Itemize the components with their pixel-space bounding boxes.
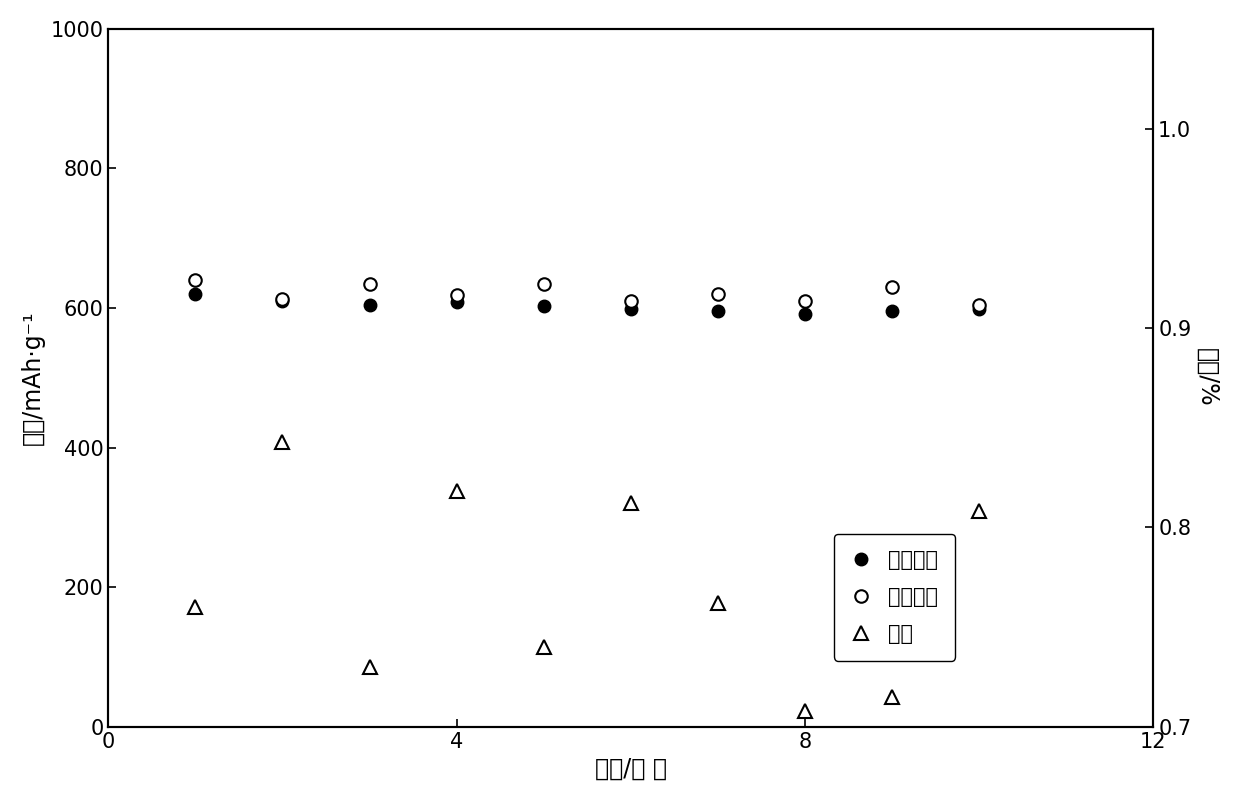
放电容量 [536,301,551,310]
充电容量 [972,300,987,310]
充电容量 [884,282,899,292]
放电容量 [972,305,987,314]
Y-axis label: 效率/%: 效率/% [1195,349,1219,407]
充电容量 [362,279,377,289]
放电容量 [362,300,377,310]
放电容量 [711,306,725,316]
Line: 效率: 效率 [188,435,986,718]
充电容量 [449,290,464,300]
放电容量 [884,306,899,316]
效率 [711,598,725,608]
Legend: 放电容量, 充电容量, 效率: 放电容量, 充电容量, 效率 [835,534,955,661]
充电容量 [797,296,812,306]
Line: 充电容量: 充电容量 [188,273,986,310]
放电容量 [275,296,290,306]
效率 [449,487,464,496]
Line: 放电容量: 放电容量 [188,288,986,320]
充电容量 [188,275,203,285]
效率 [536,642,551,652]
Y-axis label: 容量/mAh·g⁻¹: 容量/mAh·g⁻¹ [21,310,45,445]
放电容量 [624,305,639,314]
充电容量 [624,296,639,306]
充电容量 [536,279,551,289]
充电容量 [275,294,290,304]
X-axis label: 循环/次 数: 循环/次 数 [595,757,667,781]
效率 [884,692,899,702]
效率 [797,706,812,715]
效率 [362,662,377,672]
放电容量 [449,298,464,307]
效率 [188,602,203,612]
充电容量 [711,290,725,299]
效率 [624,499,639,508]
效率 [275,437,290,447]
效率 [972,507,987,516]
放电容量 [188,290,203,299]
放电容量 [797,309,812,318]
